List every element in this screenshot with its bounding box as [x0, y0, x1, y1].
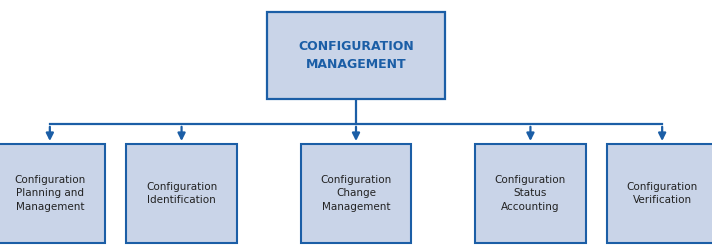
- Text: CONFIGURATION
MANAGEMENT: CONFIGURATION MANAGEMENT: [298, 40, 414, 71]
- Text: Configuration
Change
Management: Configuration Change Management: [320, 175, 392, 212]
- Text: Configuration
Planning and
Management: Configuration Planning and Management: [14, 175, 85, 212]
- Bar: [0, 144, 105, 243]
- Text: Configuration
Status
Accounting: Configuration Status Accounting: [495, 175, 566, 212]
- Bar: [267, 12, 445, 99]
- Text: Configuration
Identification: Configuration Identification: [146, 182, 217, 205]
- Bar: [476, 144, 585, 243]
- Text: Configuration
Verification: Configuration Verification: [627, 182, 698, 205]
- Bar: [300, 144, 412, 243]
- Bar: [127, 144, 236, 243]
- Bar: [607, 144, 712, 243]
